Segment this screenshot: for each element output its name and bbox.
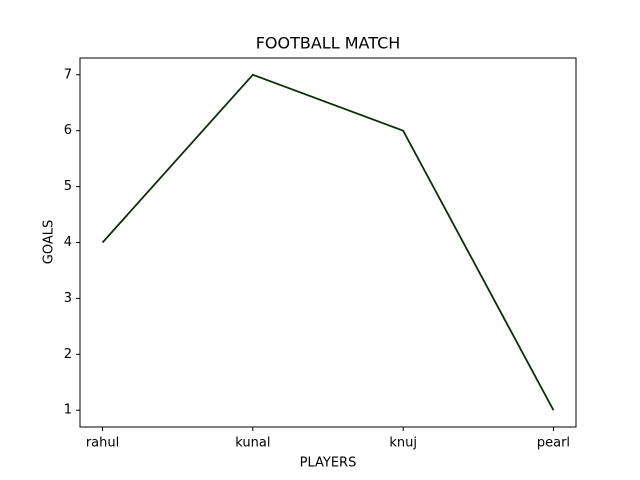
y-tick-label: 2 — [64, 347, 72, 362]
y-tick-label: 3 — [64, 291, 72, 306]
x-tick-label: knuj — [389, 436, 417, 451]
x-tick-label: kunal — [235, 436, 270, 451]
y-tick-label: 5 — [64, 179, 72, 194]
y-tick-label: 1 — [64, 403, 72, 418]
y-tick-label: 6 — [64, 123, 72, 138]
line — [101, 73, 555, 411]
axes-frame — [79, 57, 577, 428]
y-tick-label: 4 — [64, 235, 72, 250]
x-tick-label: rahul — [86, 436, 119, 451]
y-tick-label: 7 — [64, 67, 72, 82]
x-tick-label: pearl — [537, 436, 570, 451]
chart-title: FOOTBALL MATCH — [256, 34, 401, 53]
x-axis-label: PLAYERS — [300, 456, 357, 471]
y-axis-label: GOALS — [42, 220, 57, 264]
